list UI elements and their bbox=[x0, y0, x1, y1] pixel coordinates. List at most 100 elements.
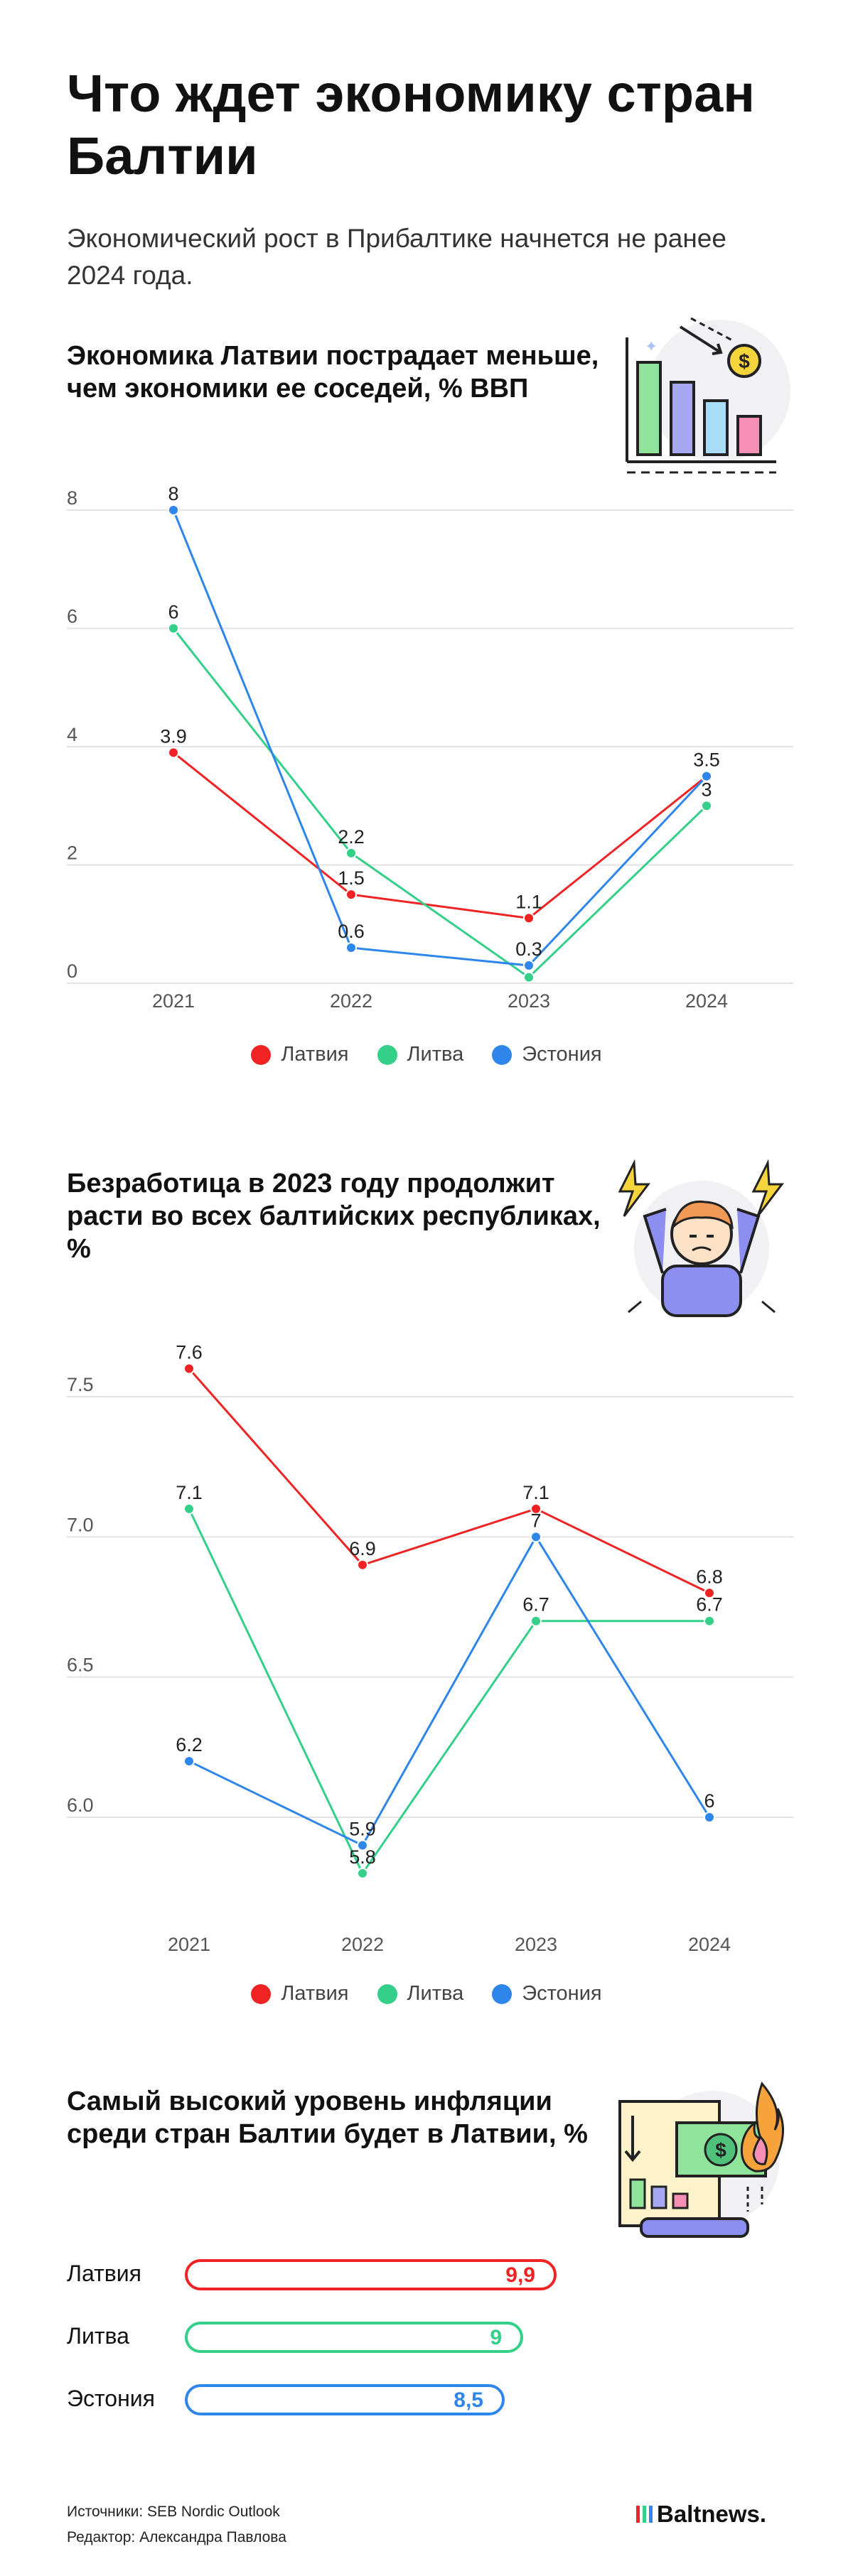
data-point bbox=[704, 1615, 715, 1627]
x-tick-label: 2023 bbox=[515, 1934, 557, 1955]
series-line bbox=[172, 627, 708, 979]
legend-dot-icon bbox=[251, 1044, 272, 1065]
bar-category-label: Литва bbox=[67, 2323, 129, 2349]
series-line bbox=[188, 1508, 709, 1876]
data-point bbox=[183, 1503, 195, 1515]
series-line bbox=[172, 509, 708, 967]
legend-label: Латвия bbox=[281, 1982, 349, 2005]
burning-money-icon: $ bbox=[618, 2082, 785, 2238]
series-line bbox=[173, 752, 707, 919]
brand-bars-icon bbox=[636, 2506, 653, 2523]
x-tick-label: 2024 bbox=[688, 1934, 731, 1955]
y-tick-label: 8 bbox=[67, 487, 77, 509]
brand-logo[interactable]: Baltnews. bbox=[636, 2501, 766, 2528]
inflation-bar: 9,9 bbox=[185, 2259, 557, 2290]
legend-dot-icon bbox=[492, 1984, 513, 2004]
data-label: 6 bbox=[168, 602, 178, 623]
data-label: 3.5 bbox=[693, 749, 720, 771]
page-title: Что ждет экономику стран Балтии bbox=[67, 64, 755, 185]
data-point bbox=[168, 622, 179, 634]
data-point bbox=[701, 800, 712, 812]
legend-dot-icon bbox=[377, 1044, 397, 1065]
legend-item: Латвия bbox=[251, 1043, 349, 1066]
stressed-person-icon bbox=[618, 1159, 785, 1317]
bar-category-label: Эстония bbox=[67, 2386, 155, 2411]
y-tick-label: 0 bbox=[67, 960, 77, 982]
data-point bbox=[345, 889, 357, 901]
x-tick-label: 2022 bbox=[341, 1934, 384, 1955]
y-tick-label: 6.5 bbox=[67, 1655, 94, 1676]
inflation-chart-title: Самый высокий уровень инфляции среди стр… bbox=[67, 2087, 588, 2149]
data-point bbox=[530, 1503, 542, 1515]
legend-label: Эстония bbox=[522, 1982, 602, 2005]
data-point bbox=[345, 942, 357, 954]
data-point bbox=[523, 960, 535, 972]
data-label: 0.3 bbox=[515, 938, 542, 960]
x-tick-label: 2024 bbox=[685, 990, 728, 1012]
y-tick-label: 4 bbox=[67, 724, 77, 745]
editor-note: Редактор: Александра Павлова bbox=[67, 2529, 286, 2545]
sources-note: Источники: SEB Nordic Outlook bbox=[67, 2504, 280, 2520]
data-point bbox=[183, 1363, 195, 1375]
data-point bbox=[523, 971, 535, 983]
inflation-bar: 8,5 bbox=[185, 2384, 505, 2415]
series-line bbox=[188, 1368, 710, 1594]
legend-dot-icon bbox=[377, 1984, 397, 2004]
gdp-chart-title: Экономика Латвии пострадает меньше, чем … bbox=[67, 341, 599, 404]
data-point bbox=[183, 1755, 195, 1768]
data-point bbox=[357, 1867, 368, 1879]
data-label: 7.1 bbox=[176, 1482, 203, 1503]
legend-item: Латвия bbox=[251, 1982, 349, 2006]
data-point bbox=[357, 1839, 368, 1851]
legend-label: Латвия bbox=[281, 1043, 349, 1066]
y-tick-label: 7.5 bbox=[67, 1374, 94, 1395]
unemployment-chart-title: Безработица в 2023 году продолжит расти … bbox=[67, 1169, 601, 1264]
legend-dot-icon bbox=[492, 1044, 513, 1065]
unemployment-chart: 6.0 6.5 7.0 7.5 2021 2022 2023 2024 7.6 6.9 7.1 6.8… bbox=[67, 1342, 793, 1955]
svg-text:✦: ✦ bbox=[645, 337, 658, 355]
data-point bbox=[357, 1559, 368, 1571]
gdp-chart: 0 2 4 6 8 2021 2022 2023 2024 3.9 1.5 1.1 6 2.2 3 8 0.6 0… bbox=[67, 483, 793, 1012]
x-tick-label: 2021 bbox=[152, 990, 195, 1012]
bar-row: Латвия 9,9 bbox=[67, 2259, 778, 2292]
y-tick-label: 7.0 bbox=[67, 1514, 94, 1535]
data-label: 2.2 bbox=[338, 826, 365, 848]
data-label: 6.8 bbox=[696, 1566, 723, 1587]
y-tick-label: 2 bbox=[67, 843, 77, 864]
data-point bbox=[701, 770, 712, 782]
data-label: 5.9 bbox=[349, 1818, 376, 1839]
data-label: 6.2 bbox=[176, 1734, 203, 1755]
data-point bbox=[345, 847, 357, 859]
data-label: 6.9 bbox=[349, 1538, 376, 1559]
data-point bbox=[704, 1587, 715, 1599]
legend-label: Эстония bbox=[522, 1043, 602, 1066]
bar-value-label: 9,9 bbox=[505, 2263, 535, 2287]
bar-row: Литва 9 bbox=[67, 2322, 778, 2354]
data-point bbox=[704, 1812, 715, 1823]
data-label: 3.9 bbox=[160, 725, 187, 747]
data-label: 7.6 bbox=[176, 1342, 203, 1363]
data-point bbox=[168, 504, 179, 516]
legend-label: Литва bbox=[407, 1043, 464, 1066]
x-tick-label: 2021 bbox=[168, 1934, 210, 1955]
y-tick-label: 6.0 bbox=[67, 1795, 94, 1816]
legend-item: Эстония bbox=[492, 1043, 602, 1066]
legend-item: Литва bbox=[377, 1982, 464, 2006]
data-label: 7 bbox=[530, 1510, 541, 1531]
bar-value-label: 8,5 bbox=[454, 2388, 483, 2412]
data-label: 0.6 bbox=[338, 921, 365, 942]
unemployment-chart-legend: Латвия Литва Эстония bbox=[0, 1982, 853, 2006]
page-subtitle: Экономический рост в Прибалтике начнется… bbox=[67, 224, 726, 290]
data-label: 1.5 bbox=[338, 867, 365, 889]
inflation-bar: 9 bbox=[185, 2322, 523, 2353]
svg-text:$: $ bbox=[739, 350, 750, 372]
legend-item: Литва bbox=[377, 1043, 464, 1066]
data-label: 6.7 bbox=[522, 1594, 549, 1616]
svg-text:$: $ bbox=[715, 2139, 726, 2161]
falling-bar-chart-icon: $ ✦ bbox=[626, 317, 790, 474]
legend-dot-icon bbox=[251, 1984, 272, 2004]
legend-label: Литва bbox=[407, 1982, 464, 2005]
data-point bbox=[523, 912, 535, 924]
data-label: 7.1 bbox=[522, 1482, 549, 1503]
series-line bbox=[188, 1535, 711, 1847]
